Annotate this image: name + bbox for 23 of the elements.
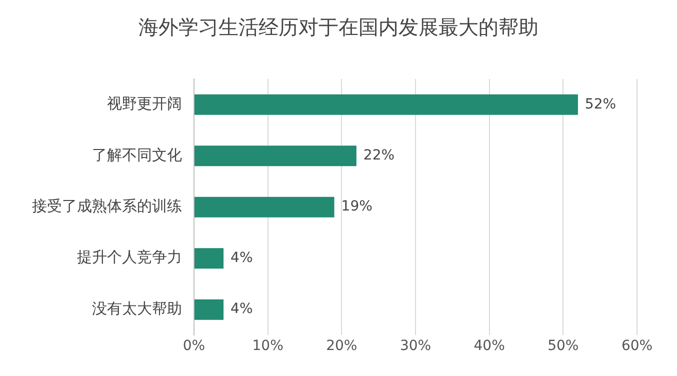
x-tick-label: 0% [182,338,206,354]
y-tick-label: 提升个人竞争力 [77,248,182,266]
data-label: 4% [230,250,253,266]
y-tick-label: 没有太大帮助 [92,299,182,318]
x-tick-label: 30% [400,338,432,354]
y-tick-label: 了解不同文化 [92,146,182,164]
bar [194,196,334,218]
x-tick-label: 60% [621,338,653,354]
x-tick-label: 50% [548,338,579,354]
y-tick-label: 接受了成熟体系的训练 [32,196,182,215]
bar [194,94,578,115]
y-tick-label: 视野更开阔 [107,94,182,113]
data-label: 52% [584,96,616,112]
x-tick-label: 20% [326,338,358,354]
bar [194,299,224,320]
data-label: 19% [341,198,372,215]
x-tick-label: 40% [474,338,505,354]
data-label: 4% [230,301,253,318]
data-label: 22% [363,148,395,164]
bar [194,146,356,166]
x-tick-label: 10% [252,338,284,354]
bar [194,248,224,269]
chart-title: 海外学习生活经历对于在国内发展最大的帮助 [138,14,540,41]
